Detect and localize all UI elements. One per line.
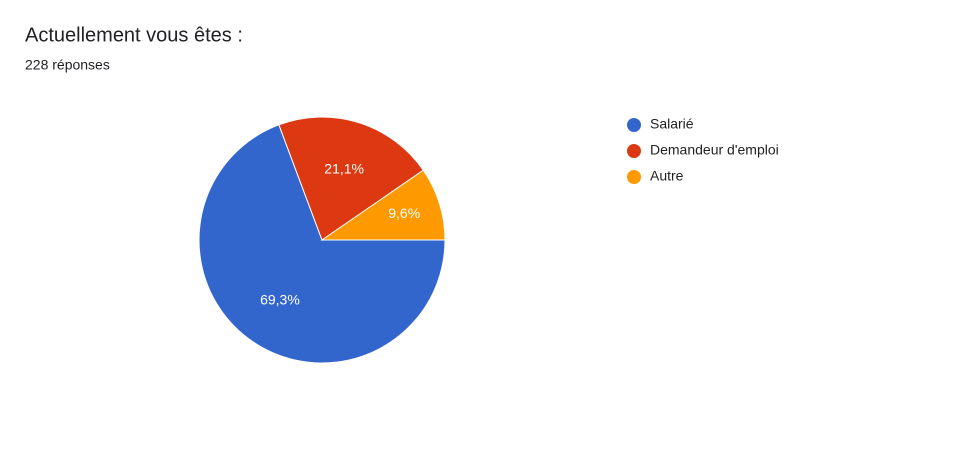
chart-subtitle: 228 réponses [25, 57, 110, 73]
legend-label: Salarié [650, 116, 694, 132]
data-label: 9,6% [388, 205, 420, 221]
data-label: 21,1% [324, 160, 364, 176]
legend-label: Autre [650, 168, 684, 184]
chart-title: Actuellement vous êtes : [25, 24, 243, 46]
legend-label: Demandeur d'emploi [650, 142, 779, 158]
data-label: 69,3% [260, 291, 300, 307]
pie-slice [320, 169, 446, 241]
pie-slice [198, 124, 446, 364]
pie-slice [278, 116, 424, 241]
legend-swatch [627, 170, 641, 184]
legend-swatch [627, 144, 641, 158]
legend-swatch [627, 118, 641, 132]
